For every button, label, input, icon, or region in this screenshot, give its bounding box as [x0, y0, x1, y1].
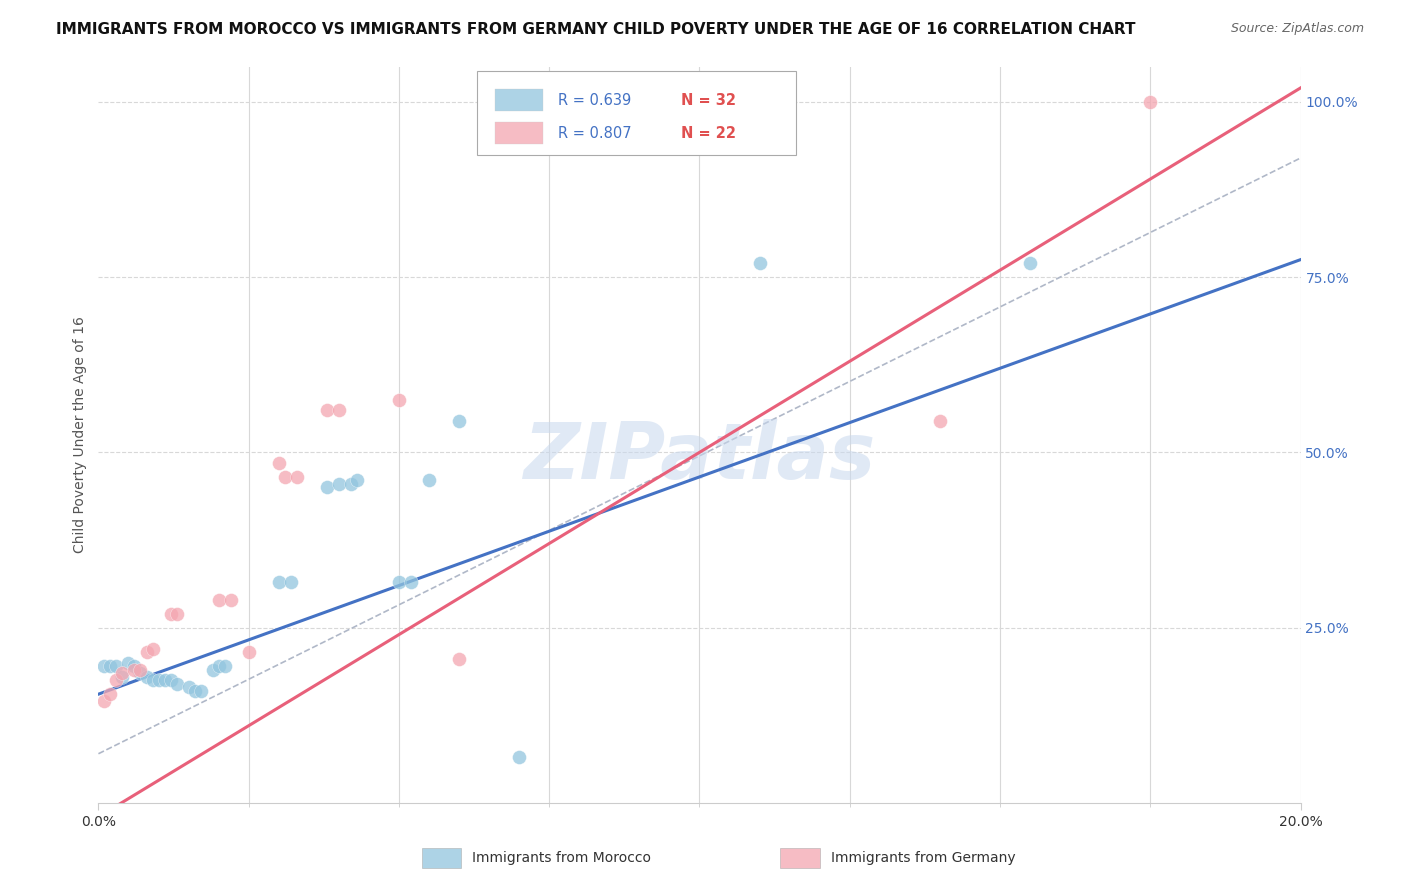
Point — [929, 414, 952, 428]
FancyBboxPatch shape — [495, 122, 543, 145]
Point — [111, 670, 134, 684]
Y-axis label: Child Poverty Under the Age of 16: Child Poverty Under the Age of 16 — [73, 317, 87, 553]
Point — [93, 694, 115, 708]
Point — [124, 659, 146, 673]
Point — [1019, 256, 1042, 270]
Point — [129, 666, 152, 681]
Text: Immigrants from Morocco: Immigrants from Morocco — [472, 851, 651, 865]
Point — [267, 456, 290, 470]
Point — [124, 663, 146, 677]
Point — [135, 645, 157, 659]
Point — [105, 659, 128, 673]
Point — [153, 673, 176, 688]
Text: N = 22: N = 22 — [682, 126, 737, 141]
Point — [280, 575, 302, 590]
Point — [177, 680, 200, 694]
Bar — [780, 848, 820, 868]
Text: ZIPatlas: ZIPatlas — [523, 419, 876, 495]
Point — [141, 673, 163, 688]
Point — [285, 470, 308, 484]
Point — [166, 676, 188, 690]
Point — [100, 687, 122, 701]
Point — [190, 683, 212, 698]
Text: IMMIGRANTS FROM MOROCCO VS IMMIGRANTS FROM GERMANY CHILD POVERTY UNDER THE AGE O: IMMIGRANTS FROM MOROCCO VS IMMIGRANTS FR… — [56, 22, 1136, 37]
Point — [267, 575, 290, 590]
Text: R = 0.639: R = 0.639 — [558, 93, 631, 108]
Point — [315, 403, 337, 417]
Point — [117, 656, 139, 670]
Point — [340, 477, 363, 491]
Point — [388, 575, 411, 590]
Point — [315, 480, 337, 494]
Point — [388, 392, 411, 407]
Point — [238, 645, 260, 659]
Point — [208, 659, 231, 673]
Point — [328, 477, 350, 491]
Point — [346, 474, 368, 488]
Point — [159, 673, 181, 688]
Point — [201, 663, 224, 677]
Point — [399, 575, 422, 590]
Point — [100, 659, 122, 673]
Point — [129, 663, 152, 677]
Point — [208, 592, 231, 607]
Text: N = 32: N = 32 — [682, 93, 737, 108]
Point — [159, 607, 181, 621]
Text: R = 0.807: R = 0.807 — [558, 126, 631, 141]
Point — [183, 683, 205, 698]
Point — [111, 666, 134, 681]
Point — [148, 673, 170, 688]
Point — [1139, 95, 1161, 109]
Point — [93, 659, 115, 673]
Point — [447, 414, 470, 428]
Point — [214, 659, 236, 673]
Point — [748, 256, 770, 270]
Point — [219, 592, 242, 607]
Text: Source: ZipAtlas.com: Source: ZipAtlas.com — [1230, 22, 1364, 36]
Point — [166, 607, 188, 621]
Point — [135, 670, 157, 684]
Point — [141, 641, 163, 656]
Bar — [422, 848, 461, 868]
Text: Immigrants from Germany: Immigrants from Germany — [831, 851, 1015, 865]
Point — [328, 403, 350, 417]
Point — [418, 474, 440, 488]
Point — [274, 470, 297, 484]
Point — [508, 750, 530, 764]
FancyBboxPatch shape — [477, 70, 796, 155]
Point — [105, 673, 128, 688]
Point — [447, 652, 470, 666]
FancyBboxPatch shape — [495, 89, 543, 112]
